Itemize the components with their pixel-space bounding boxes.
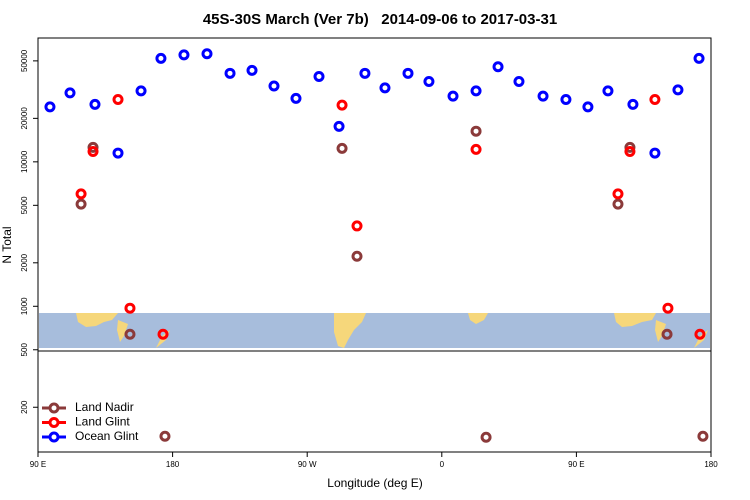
data-point [44, 101, 56, 113]
data-point [159, 430, 171, 442]
data-point [612, 188, 624, 200]
data-point [513, 75, 525, 87]
data-point [112, 94, 124, 106]
data-point [268, 80, 280, 92]
legend-label: Land Glint [75, 415, 130, 429]
data-point [351, 250, 363, 262]
data-point [672, 84, 684, 96]
data-point [178, 49, 190, 61]
legend-marker [48, 402, 60, 414]
legend-marker [48, 431, 60, 443]
data-point [470, 143, 482, 155]
data-point [124, 302, 136, 314]
y-tick-label: 50000 [20, 49, 29, 72]
data-point [157, 328, 169, 340]
data-point [423, 75, 435, 87]
data-point [246, 64, 258, 76]
data-point [87, 141, 99, 153]
y-tick-label: 5000 [20, 196, 29, 214]
data-point [662, 302, 674, 314]
data-point [155, 52, 167, 64]
data-point [661, 328, 673, 340]
data-point [602, 85, 614, 97]
data-point [480, 431, 492, 443]
map-inset [39, 313, 710, 348]
map-land [334, 313, 366, 348]
map-land [614, 313, 656, 327]
data-point [492, 61, 504, 73]
data-point [75, 198, 87, 210]
data-point [290, 92, 302, 104]
data-point [333, 120, 345, 132]
data-point [313, 70, 325, 82]
data-point [447, 90, 459, 102]
data-point [359, 67, 371, 79]
y-tick-label: 20000 [20, 107, 29, 130]
data-point [624, 141, 636, 153]
legend-label: Land Nadir [75, 400, 134, 414]
map-ocean [39, 313, 710, 348]
data-point [470, 85, 482, 97]
data-point [537, 90, 549, 102]
x-tick-label: 90 E [30, 460, 46, 469]
legend-label: Ocean Glint [75, 429, 139, 443]
data-point [89, 98, 101, 110]
y-tick-label: 500 [20, 343, 29, 357]
chart-title: 45S-30S March (Ver 7b) 2014-09-06 to 201… [203, 11, 557, 28]
data-point [112, 147, 124, 159]
y-tick-label: 2000 [20, 253, 29, 271]
x-tick-label: 90 E [568, 460, 584, 469]
x-axis-label: Longitude (deg E) [327, 476, 422, 490]
data-point [697, 430, 709, 442]
data-point [649, 94, 661, 106]
data-point [694, 328, 706, 340]
data-point [351, 220, 363, 232]
data-point [560, 94, 572, 106]
data-point [135, 85, 147, 97]
data-point [336, 142, 348, 154]
data-point [201, 48, 213, 60]
x-tick-label: 180 [704, 460, 718, 469]
y-tick-label: 10000 [20, 150, 29, 173]
map-land [655, 320, 666, 342]
data-point [612, 198, 624, 210]
y-tick-label: 200 [20, 400, 29, 414]
x-tick-label: 0 [440, 460, 445, 469]
map-land [117, 320, 128, 342]
data-point [582, 101, 594, 113]
x-tick-label: 90 W [298, 460, 317, 469]
y-tick-label: 1000 [20, 297, 29, 315]
x-tick-label: 180 [166, 460, 180, 469]
data-point [470, 125, 482, 137]
data-point [379, 82, 391, 94]
data-point [402, 67, 414, 79]
data-point [64, 87, 76, 99]
plot-frame [37, 37, 712, 453]
data-point [87, 145, 99, 157]
data-point [624, 145, 636, 157]
y-axis-label: N Total [0, 226, 14, 263]
data-point [693, 52, 705, 64]
data-point [649, 147, 661, 159]
data-point [124, 328, 136, 340]
data-point [627, 98, 639, 110]
data-point [75, 188, 87, 200]
data-point [336, 99, 348, 111]
data-point [224, 67, 236, 79]
map-land [468, 313, 488, 324]
map-land [76, 313, 118, 327]
legend-marker [48, 417, 60, 428]
